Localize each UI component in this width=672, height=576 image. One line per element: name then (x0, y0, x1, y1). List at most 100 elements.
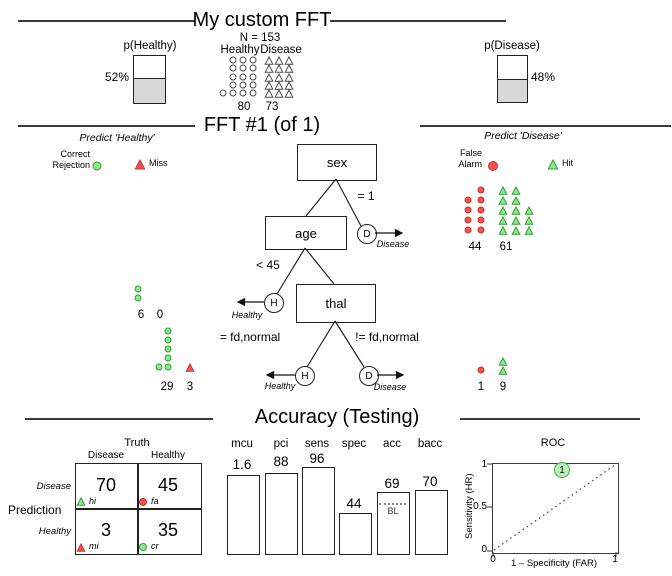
branch-label-sex-right: = 1 (357, 189, 375, 203)
bar-label-acc: acc (383, 438, 401, 450)
cm-divider-horizontal (76, 508, 201, 510)
bar-label-sens: sens (304, 438, 330, 450)
roc-title: ROC (540, 437, 566, 449)
bar-label-spec: spec (341, 438, 367, 450)
population-n: N = 153 (239, 32, 281, 44)
accuracy-rule-right (460, 418, 640, 420)
exit-arrows (236, 228, 405, 380)
roc-ticks (487, 463, 617, 557)
false-alarm-label-line1: False (459, 148, 482, 158)
bar-label-bacc: bacc (417, 438, 443, 450)
bar-value-spec: 44 (346, 496, 362, 511)
p-disease-pct: 48% (531, 70, 556, 84)
exit-word-disease-1: Disease (376, 239, 410, 249)
exit-word-healthy-2: Healthy (264, 381, 296, 391)
bar-value-acc: 69 (384, 476, 400, 491)
baseline-label: BL (387, 506, 399, 516)
bar-pci (265, 473, 298, 555)
bar-acc (377, 492, 410, 555)
bar-label-mcu: mcu (231, 438, 253, 450)
accuracy-rule-left (25, 418, 213, 420)
cm-tag-cr: cr (151, 541, 159, 551)
p-healthy-title: p(Healthy) (123, 40, 177, 52)
cm-col-disease: Disease (87, 450, 125, 461)
exit-age-miss-count: 0 (156, 309, 164, 321)
bar-value-sens: 96 (309, 451, 325, 466)
bar-value-mcu: 1.6 (232, 457, 252, 472)
bar-sens (302, 467, 335, 555)
hit-label: Hit (562, 158, 573, 168)
header-rule-right (330, 20, 506, 22)
cm-col-healthy: Healthy (151, 450, 185, 461)
roc-xtick-1: 1 (612, 554, 618, 565)
bar-mcu (227, 475, 260, 555)
branch-label-thal-right: != fd,normal (355, 330, 419, 344)
cm-truth-label: Truth (124, 437, 150, 449)
p-disease-title: p(Disease) (484, 40, 540, 52)
exit-node-disease-2: D (359, 366, 379, 386)
exit-word-healthy-1: Healthy (231, 310, 263, 320)
exit-sex-hit-count: 61 (499, 241, 513, 253)
p-disease-bar (497, 55, 528, 103)
exit-node-healthy-1: H (264, 293, 284, 313)
p-disease-fill (498, 78, 527, 102)
roc-xlabel: 1 – Specificity (FAR) (510, 558, 598, 569)
cm-tag-fa: fa (151, 496, 159, 506)
exit-sex-fa-count: 44 (468, 241, 482, 253)
cm-row-disease: Disease (36, 481, 71, 492)
roc-point: 1 (554, 462, 570, 478)
node-sex: sex (297, 144, 377, 181)
exit-thal-d-hit-count: 9 (499, 381, 507, 393)
branch-label-age-left: < 45 (256, 258, 280, 272)
bar-label-pci: pci (273, 438, 289, 450)
tree-edges (276, 178, 365, 368)
bar-spec (339, 513, 372, 555)
false-alarm-label-line2: Alarm (458, 159, 482, 169)
roc-ytick-1: 1 (481, 459, 487, 470)
bar-bacc (415, 490, 448, 555)
predict-disease-label: Predict 'Disease' (484, 130, 562, 142)
bar-value-pci: 88 (273, 454, 289, 469)
tree-title: FFT #1 (of 1) (203, 114, 321, 136)
correct-rejection-label-line2: Rejection (52, 160, 90, 170)
roc-diagonal (493, 464, 616, 551)
population-col-disease: Disease (260, 44, 302, 56)
cm-tag-mi: mi (89, 541, 99, 551)
cm-cell-fa: 45 (157, 475, 179, 495)
exit-node-healthy-2: H (295, 366, 315, 386)
predict-healthy-label: Predict 'Healthy' (79, 132, 155, 144)
roc-ytick-05: 0.5 (473, 501, 487, 512)
branch-label-thal-left: = fd,normal (219, 330, 281, 344)
bar-value-bacc: 70 (422, 474, 438, 489)
p-healthy-pct: 52% (104, 70, 129, 84)
cm-cell-cr: 35 (157, 520, 179, 540)
baseline-dotted-line (379, 503, 406, 505)
tree-rule-left (18, 125, 195, 127)
accuracy-title: Accuracy (Testing) (254, 406, 420, 428)
header-rule-left (18, 20, 195, 22)
exit-age-cr-count: 6 (137, 309, 145, 321)
node-age: age (265, 216, 347, 250)
exit-thal-h-cr-count: 29 (160, 381, 174, 393)
page-title: My custom FFT (192, 9, 332, 31)
population-healthy-count: 80 (237, 101, 251, 113)
roc-xtick-0: 0 (490, 554, 496, 565)
cm-cell-hi: 70 (95, 475, 117, 495)
miss-label: Miss (149, 158, 168, 168)
exit-word-disease-2: Disease (373, 382, 407, 392)
cm-prediction-label: Prediction (8, 503, 62, 517)
population-disease-count: 73 (265, 101, 279, 113)
p-healthy-fill (134, 77, 165, 103)
confusion-matrix (75, 463, 202, 555)
exit-thal-h-miss-count: 3 (186, 381, 194, 393)
correct-rejection-label-line1: Correct (60, 149, 90, 159)
exit-node-disease-1: D (357, 224, 377, 244)
population-col-healthy: Healthy (220, 44, 260, 56)
cm-row-healthy: Healthy (38, 526, 71, 537)
cm-cell-mi: 3 (100, 520, 111, 540)
cm-tag-hi: hi (89, 496, 97, 506)
roc-ytick-0: 0 (481, 544, 487, 555)
exit-thal-d-fa-count: 1 (477, 381, 485, 393)
